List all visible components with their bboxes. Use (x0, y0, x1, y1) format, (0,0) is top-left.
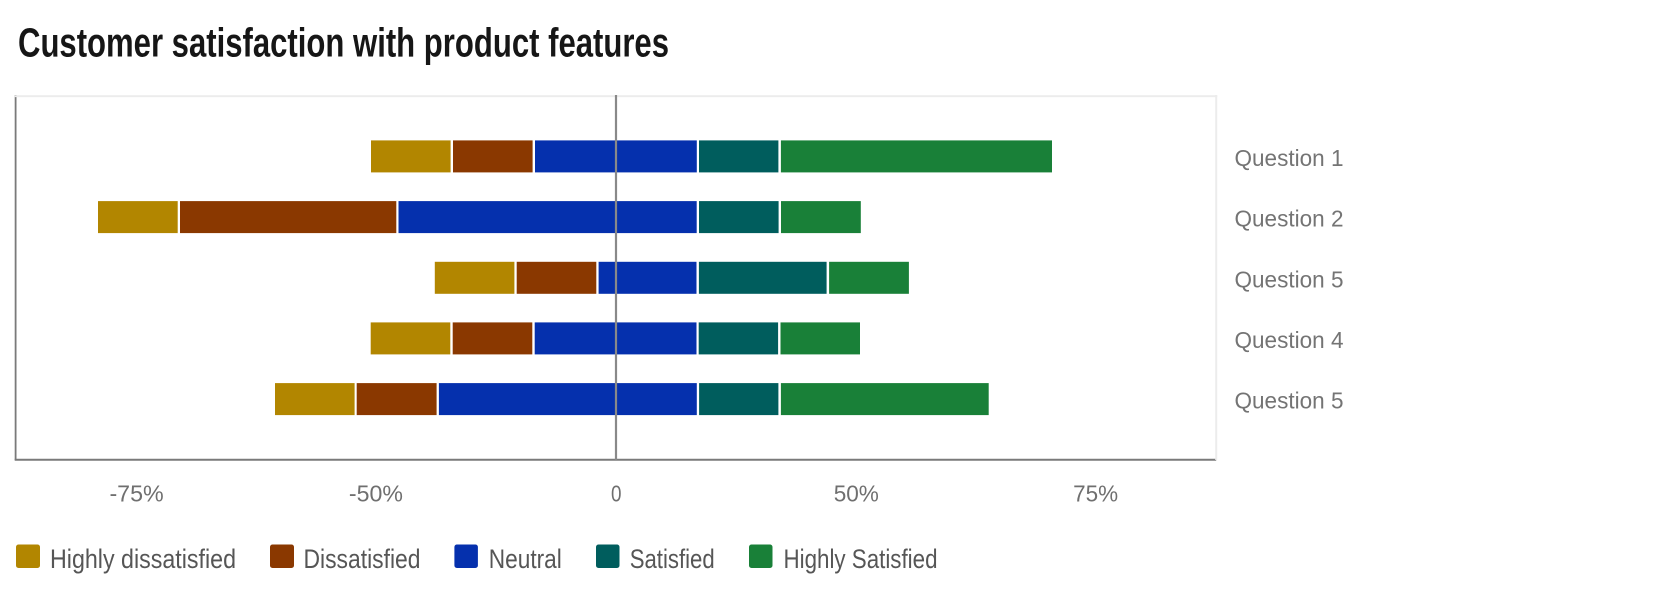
svg-text:Question 1: Question 1 (1235, 145, 1344, 171)
svg-text:-75%: -75% (109, 481, 163, 507)
svg-text:0: 0 (611, 481, 622, 507)
svg-text:Neutral: Neutral (489, 544, 562, 574)
svg-text:Dissatisfied: Dissatisfied (304, 544, 421, 574)
svg-text:-50%: -50% (349, 481, 403, 507)
svg-text:Question 4: Question 4 (1235, 327, 1344, 353)
svg-text:Question 2: Question 2 (1235, 206, 1344, 232)
svg-text:Satisfied: Satisfied (630, 544, 715, 574)
svg-text:Question 5: Question 5 (1235, 388, 1344, 414)
svg-text:Customer satisfaction with pro: Customer satisfaction with product featu… (18, 19, 669, 65)
svg-text:Highly dissatisfied: Highly dissatisfied (50, 544, 236, 574)
svg-text:75%: 75% (1073, 481, 1118, 507)
svg-text:Highly Satisfied: Highly Satisfied (784, 544, 938, 574)
svg-text:Question 5: Question 5 (1235, 266, 1344, 292)
svg-text:50%: 50% (834, 481, 879, 507)
